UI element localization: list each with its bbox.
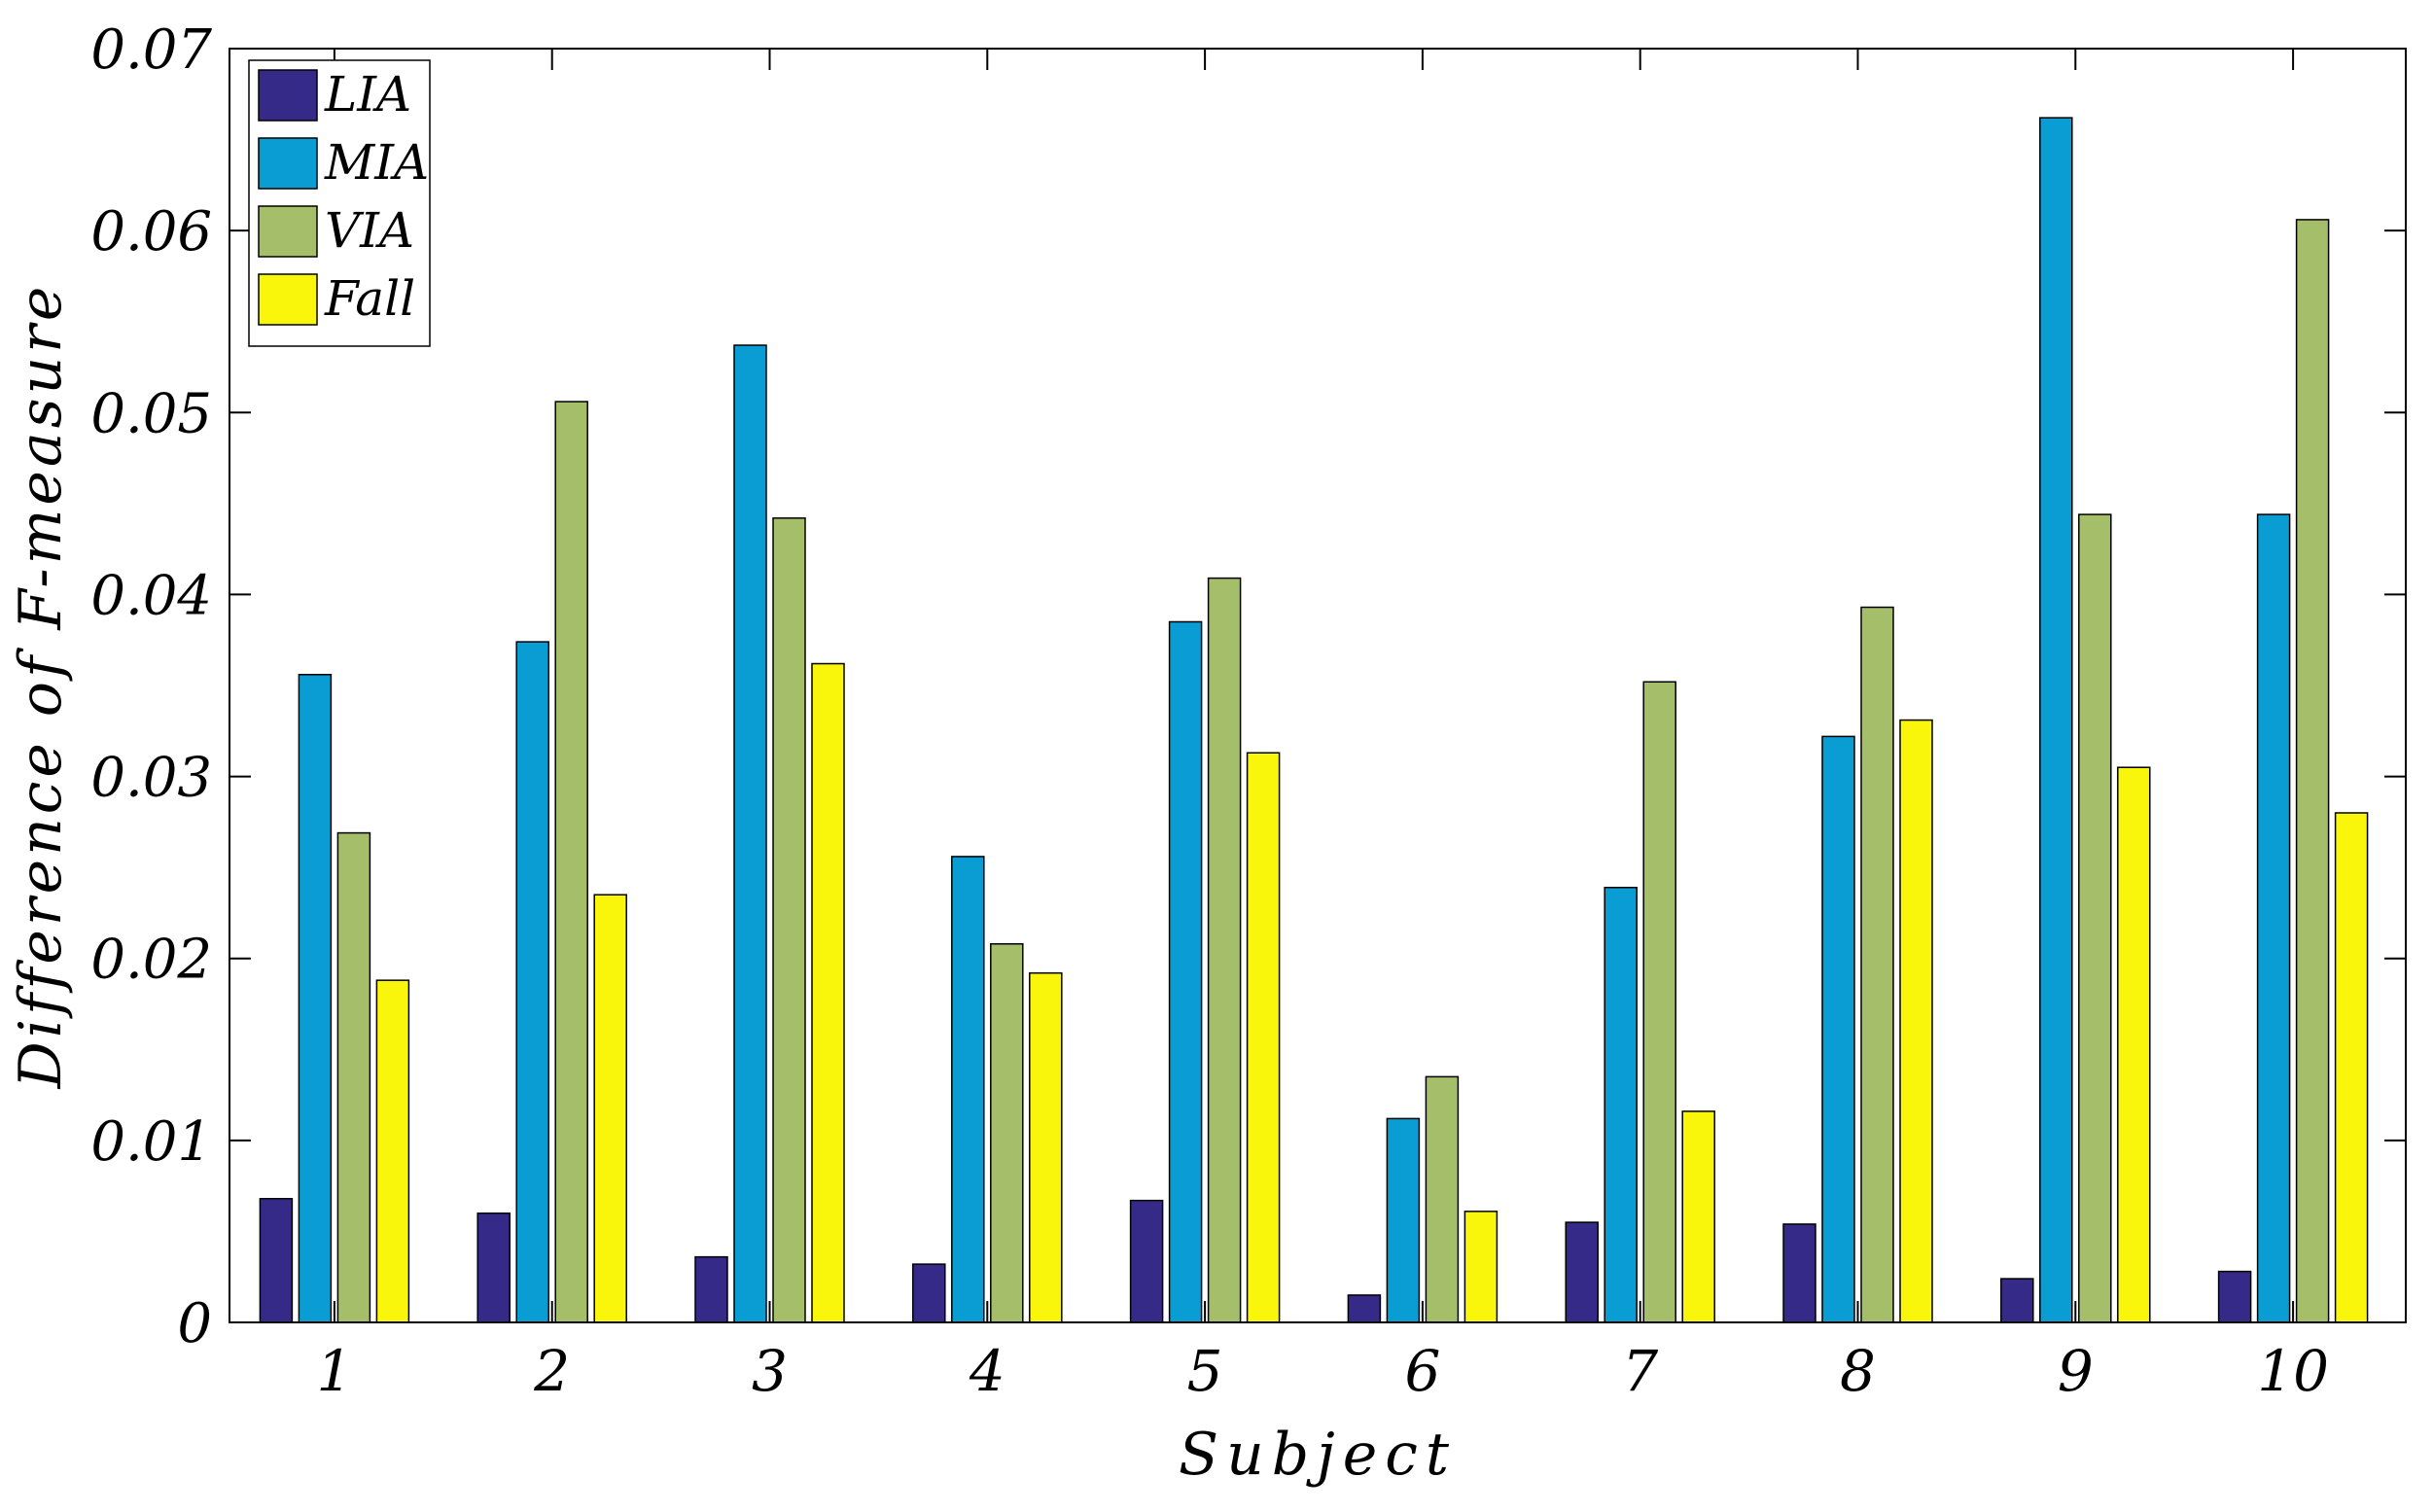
x-axis-label: Subject [1179, 1421, 1457, 1489]
bar-fall-7 [1681, 1110, 1715, 1323]
x-tick-label: 7 [1622, 1338, 1658, 1404]
bars [259, 117, 2369, 1323]
y-axis-ticks: 0 0.01 0.02 0.03 0.04 0.05 0.06 0.07 [90, 18, 2406, 1355]
bar-lia-5 [1129, 1199, 1164, 1323]
bar-via-5 [1207, 577, 1242, 1323]
legend-label-lia: LIA [324, 66, 411, 123]
bar-fall-8 [1899, 719, 1933, 1323]
legend-swatch-lia [258, 69, 318, 122]
bar-lia-7 [1565, 1221, 1599, 1323]
bar-lia-6 [1347, 1294, 1382, 1323]
bar-lia-4 [912, 1263, 946, 1323]
bar-fall-3 [811, 662, 845, 1323]
bar-fall-9 [2117, 766, 2151, 1323]
x-tick-label: 2 [533, 1338, 570, 1404]
x-tick-label: 9 [2058, 1338, 2094, 1404]
bar-lia-10 [2217, 1270, 2252, 1323]
x-tick-label: 6 [1404, 1338, 1440, 1404]
y-tick-label: 0.07 [90, 18, 212, 82]
legend-label-mia: MIA [324, 134, 429, 191]
bar-via-7 [1642, 681, 1676, 1323]
bar-mia-5 [1168, 620, 1203, 1323]
bar-mia-10 [2256, 513, 2291, 1323]
bar-lia-8 [1782, 1223, 1816, 1323]
bar-via-10 [2295, 219, 2330, 1323]
y-tick-label: 0.03 [90, 747, 212, 810]
bar-mia-7 [1604, 886, 1638, 1323]
bar-via-3 [772, 517, 806, 1323]
bar-fall-5 [1246, 752, 1281, 1323]
bar-lia-3 [694, 1255, 728, 1323]
bar-mia-2 [515, 641, 549, 1323]
bar-via-6 [1425, 1075, 1460, 1323]
y-tick-label: 0 [177, 1292, 212, 1355]
bar-mia-4 [951, 856, 985, 1323]
legend-swatch-mia [258, 137, 318, 190]
legend: LIA MIA VIA Fall [248, 59, 431, 347]
y-tick-label: 0.01 [90, 1110, 212, 1174]
y-tick-label: 0.05 [90, 382, 212, 445]
bar-via-1 [336, 831, 371, 1323]
bar-fall-1 [375, 979, 410, 1323]
bar-fall-2 [593, 894, 627, 1323]
bar-fall-6 [1463, 1211, 1499, 1323]
bar-mia-6 [1386, 1117, 1421, 1323]
bar-lia-9 [2000, 1278, 2034, 1323]
x-tick-label: 10 [2257, 1338, 2329, 1404]
bar-mia-8 [1821, 735, 1855, 1323]
bar-lia-2 [476, 1212, 511, 1323]
y-tick-label: 0.02 [90, 929, 212, 992]
legend-label-fall: Fall [324, 270, 415, 327]
y-tick-label: 0.06 [90, 200, 212, 264]
bar-via-8 [1860, 606, 1894, 1323]
x-tick-label: 5 [1187, 1338, 1223, 1404]
bar-mia-9 [2039, 117, 2073, 1323]
bar-via-4 [990, 942, 1024, 1323]
legend-label-via: VIA [325, 202, 414, 259]
plot-frame [229, 48, 2407, 1323]
bar-via-9 [2078, 513, 2112, 1323]
y-tick-label: 0.04 [90, 564, 212, 627]
bar-fall-4 [1029, 971, 1063, 1323]
x-tick-label: 1 [316, 1338, 352, 1404]
legend-swatch-via [258, 205, 318, 258]
y-axis-label: Difference of F-measure [7, 283, 75, 1090]
bar-fall-10 [2334, 812, 2369, 1323]
x-axis-ticks: 1 2 3 4 5 6 7 8 9 10 [316, 49, 2329, 1404]
x-tick-label: 3 [752, 1338, 788, 1404]
bar-mia-3 [733, 344, 767, 1323]
legend-swatch-fall [258, 273, 318, 326]
x-tick-label: 4 [969, 1338, 1005, 1404]
bar-via-2 [554, 401, 588, 1323]
x-tick-label: 8 [1840, 1338, 1876, 1404]
bar-lia-1 [259, 1197, 294, 1323]
bar-mia-1 [298, 674, 333, 1323]
